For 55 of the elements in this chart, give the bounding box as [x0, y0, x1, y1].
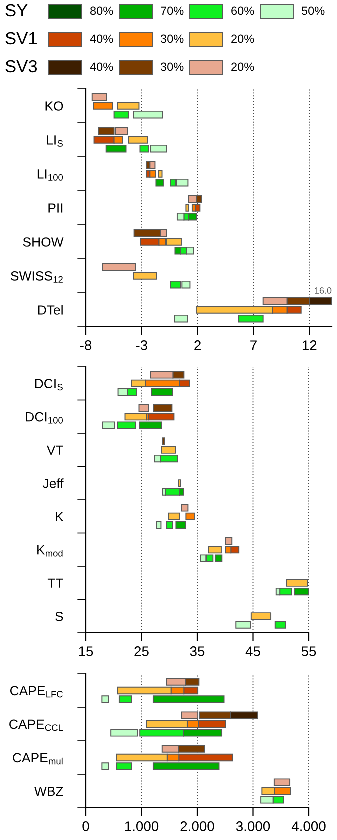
- legend-label: 20%: [232, 34, 254, 44]
- y-tick-label: Jeff: [42, 478, 64, 488]
- y-tick-label: TT: [48, 578, 64, 588]
- y-tick-label: KO: [46, 102, 64, 111]
- legend-label: 30%: [160, 34, 184, 44]
- x-tick-label: 35: [190, 646, 205, 656]
- y-tick-label: PII: [48, 204, 63, 213]
- text: SV1: [6, 32, 37, 45]
- x-tick-label: 25: [134, 646, 149, 656]
- bar: [174, 314, 188, 323]
- text: SY: [6, 4, 28, 17]
- bar: [250, 612, 272, 620]
- x-tick-label: 3.000: [236, 822, 270, 832]
- y-tick-label: CAPE$_{mul}$: [13, 753, 63, 765]
- y-tick-label: CAPE$_{CCL}$: [10, 720, 64, 732]
- x-tick-label: 0: [82, 822, 90, 832]
- legend-label: 60%: [232, 6, 254, 16]
- x-tick-label: 15: [79, 646, 94, 656]
- text: SV3: [6, 60, 38, 73]
- x-tick-label: 12: [302, 340, 317, 350]
- y-tick-label: S: [56, 612, 64, 622]
- x-tick-label: 55: [302, 646, 316, 656]
- legend-label: 80%: [90, 6, 114, 16]
- bar: [156, 521, 162, 530]
- legend-label: 40%: [90, 62, 114, 72]
- x-tick-label: 45: [246, 646, 260, 656]
- y-tick-label: LI$_{S}$: [47, 136, 63, 147]
- annotation: 16.0: [315, 288, 332, 294]
- y-tick-label: CAPE$_{LFC}$: [10, 686, 63, 698]
- x-tick-label: 7: [250, 340, 257, 350]
- y-tick-label: DCI$_{S}$: [35, 379, 63, 391]
- y-tick-label: SHOW: [23, 238, 64, 247]
- x-tick-label: 1.000: [125, 822, 159, 832]
- x-tick-label: -8: [80, 340, 92, 350]
- x-tick-label: 2.000: [180, 822, 214, 832]
- legend-label: 40%: [90, 34, 114, 44]
- y-tick-label: LI$_{100}$: [38, 170, 64, 181]
- x-tick-label: -3: [136, 340, 148, 350]
- legend-label: 20%: [232, 62, 254, 72]
- y-tick-label: WBZ: [34, 786, 64, 796]
- y-tick-label: DCI$_{100}$: [26, 412, 64, 424]
- y-tick-label: K$_{mod}$: [38, 546, 63, 557]
- x-tick-label: 2: [194, 340, 201, 350]
- bar: [274, 621, 286, 629]
- y-tick-label: VT: [46, 446, 64, 455]
- legend-label: 30%: [160, 62, 184, 72]
- bar: [102, 762, 110, 770]
- legend-label: 70%: [161, 6, 184, 16]
- y-tick-label: SWISS$_{12}$: [11, 272, 63, 283]
- bar: [102, 696, 110, 704]
- y-tick-label: DTel: [38, 305, 63, 315]
- legend-label: 50%: [302, 6, 325, 16]
- y-tick-label: K: [56, 512, 64, 522]
- bar: [236, 621, 252, 629]
- x-tick-label: 4.000: [292, 822, 326, 832]
